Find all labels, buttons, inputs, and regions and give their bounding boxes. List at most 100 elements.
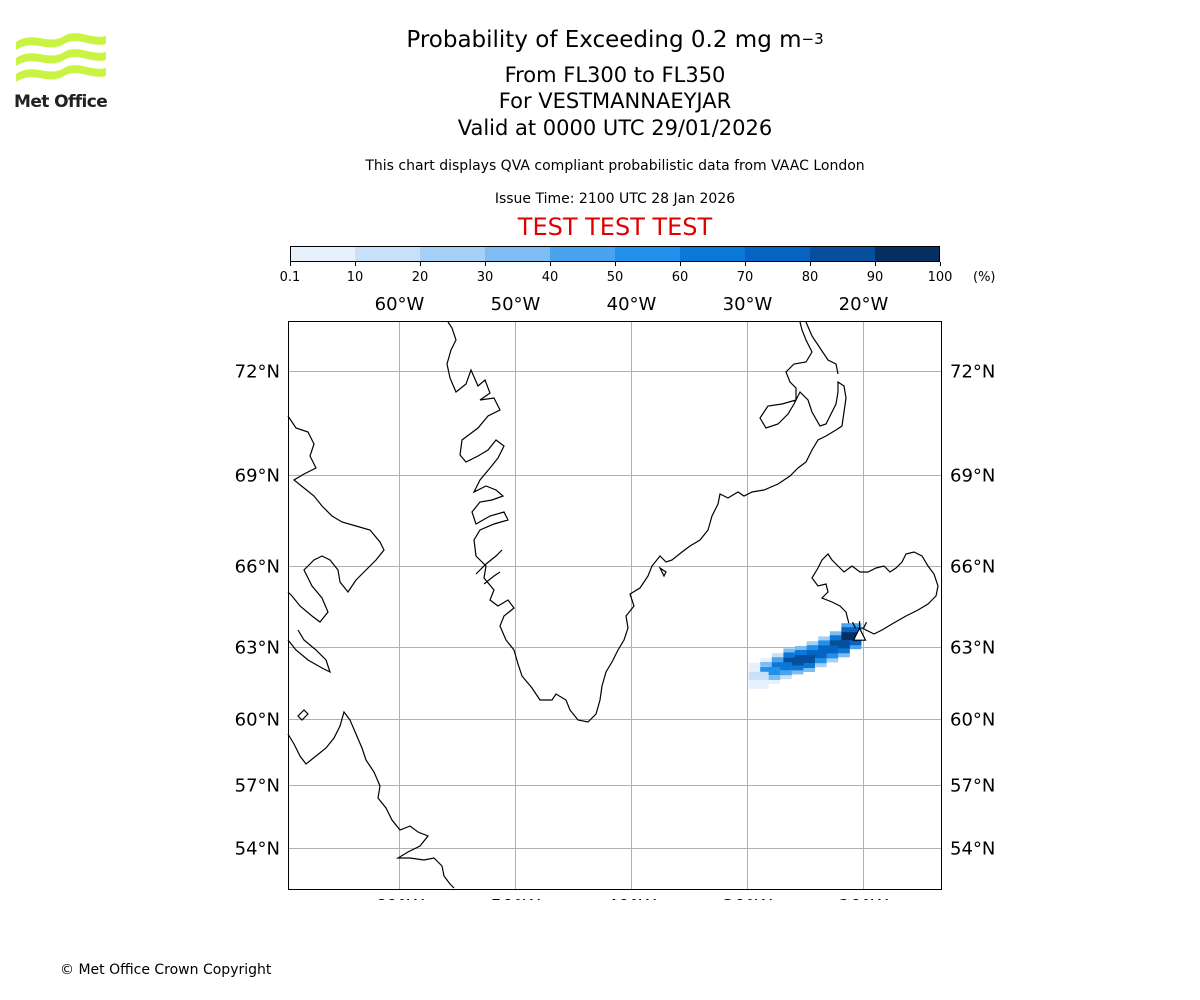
greenland-fjord xyxy=(805,321,839,375)
test-banner: TEST TEST TEST xyxy=(517,213,713,241)
lat-label-right: 72°N xyxy=(950,362,995,383)
colorbar-tick-label: 40 xyxy=(541,270,559,285)
colorbar-segment xyxy=(875,246,940,262)
volcano-icon xyxy=(862,621,868,629)
colorbar-segment xyxy=(550,246,615,262)
colorbar-tick xyxy=(810,262,811,266)
lon-label-bottom: 20°W xyxy=(839,896,889,900)
plume-cell-core xyxy=(818,645,839,654)
greenland-fjord xyxy=(475,549,503,575)
colorbar-tick xyxy=(550,262,551,266)
met-office-wave-icon xyxy=(16,33,106,82)
issue-time: Issue Time: 2100 UTC 28 Jan 2026 xyxy=(494,191,736,207)
plume-cell-core xyxy=(748,671,769,680)
colorbar-tick-label: 20 xyxy=(411,270,429,285)
colorbar-tick-label: 60 xyxy=(671,270,689,285)
lat-label-left: 69°N xyxy=(235,466,280,487)
labrador-coast xyxy=(287,710,455,889)
lon-label-bottom: 40°W xyxy=(607,896,657,900)
lat-label-left: 66°N xyxy=(235,557,280,578)
lon-label-top: 30°W xyxy=(723,294,773,315)
colorbar-tick xyxy=(745,262,746,266)
colorbar-segment xyxy=(615,246,680,262)
title-main: Probability of Exceeding 0.2 mg m xyxy=(406,27,802,53)
canada-coast xyxy=(287,629,332,674)
volcano-icon xyxy=(851,621,857,629)
flight-levels: From FL300 to FL350 xyxy=(504,63,726,87)
colorbar-segment xyxy=(810,246,875,262)
colorbar-tick xyxy=(680,262,681,266)
colorbar-segment xyxy=(485,246,550,262)
plume-cell-core xyxy=(783,657,804,666)
colorbar-tick xyxy=(615,262,616,266)
canada-island xyxy=(297,709,309,721)
colorbar-tick-label: 90 xyxy=(866,270,884,285)
copyright: © Met Office Crown Copyright xyxy=(60,962,272,978)
lon-label-bottom: 60°W xyxy=(375,896,425,900)
colorbar-tick xyxy=(485,262,486,266)
lat-label-right: 57°N xyxy=(950,776,995,797)
map-background xyxy=(288,321,942,890)
ash-plume xyxy=(748,623,862,689)
axis-labels: 60°W 60°W 50°W 50°W 40°W 40°W 30°W 30°W 20°W 20°W… xyxy=(235,294,996,900)
plume-cell-core xyxy=(829,640,850,649)
chart-title: Probability of Exceeding 0.2 mg m−3 xyxy=(0,27,1200,53)
colorbar-tick xyxy=(875,262,876,266)
colorbar-tick-label: 30 xyxy=(476,270,494,285)
lon-label-bottom: 50°W xyxy=(491,896,541,900)
location-title: For VESTMANNAEYJAR xyxy=(498,89,732,113)
colorbar-segment xyxy=(290,246,355,262)
colorbar-segment xyxy=(355,246,420,262)
iceland-coast xyxy=(811,551,939,635)
logo-text: Met Office xyxy=(14,92,108,112)
lat-label-left: 72°N xyxy=(235,362,280,383)
plume-cell-core xyxy=(841,632,862,641)
lat-label-right: 54°N xyxy=(950,839,995,860)
baffin-island-coast xyxy=(287,415,385,623)
colorbar-tick-label: 50 xyxy=(606,270,624,285)
lat-label-left: 60°N xyxy=(235,710,280,731)
colorbar-segment xyxy=(680,246,745,262)
plume-cell-core xyxy=(806,650,827,659)
lon-label-top: 60°W xyxy=(375,294,425,315)
lat-label-left: 54°N xyxy=(235,839,280,860)
colorbar-tick-label: 80 xyxy=(801,270,819,285)
map-frame xyxy=(288,321,942,890)
colorbar-frame xyxy=(290,246,940,262)
lon-label-top: 40°W xyxy=(607,294,657,315)
map: 60°W 60°W 50°W 50°W 40°W 40°W 30°W 30°W 20°W 20°W… xyxy=(235,294,996,900)
volcano-source-marker xyxy=(851,621,868,641)
colorbar-segment xyxy=(745,246,810,262)
lon-label-top: 20°W xyxy=(839,294,889,315)
valid-time: Valid at 0000 UTC 29/01/2026 xyxy=(457,116,773,140)
lon-label-top: 50°W xyxy=(491,294,541,315)
met-office-logo: Met Office xyxy=(14,30,108,112)
colorbar-unit: (%) xyxy=(973,270,996,285)
title-exponent: −3 xyxy=(801,30,824,48)
plume-cell-core xyxy=(795,655,815,663)
lat-label-right: 66°N xyxy=(950,557,995,578)
lat-label-right: 60°N xyxy=(950,710,995,731)
greenland-fjord xyxy=(483,571,501,585)
colorbar-tick xyxy=(290,262,291,266)
colorbar-tick-label: 0.1 xyxy=(279,270,301,285)
coastlines xyxy=(287,321,939,889)
colorbar-tick xyxy=(420,262,421,266)
volcano-icon xyxy=(852,626,867,641)
lat-label-left: 57°N xyxy=(235,776,280,797)
lat-label-left: 63°N xyxy=(235,638,280,659)
chart-description: This chart displays QVA compliant probab… xyxy=(365,158,865,174)
colorbar xyxy=(290,246,940,262)
lat-label-right: 69°N xyxy=(950,466,995,487)
colorbar-tick xyxy=(940,262,941,266)
colorbar-tick-label: 100 xyxy=(927,270,953,285)
plume-cell-core xyxy=(760,667,781,675)
colorbar-tick-label: 10 xyxy=(346,270,364,285)
colorbar-tick xyxy=(355,262,356,266)
gridlines xyxy=(289,322,941,889)
plume-cell-core xyxy=(771,662,792,671)
greenland-coast xyxy=(446,321,847,723)
greenland-island xyxy=(658,566,667,578)
lat-label-right: 63°N xyxy=(950,638,995,659)
colorbar-segment xyxy=(420,246,485,262)
